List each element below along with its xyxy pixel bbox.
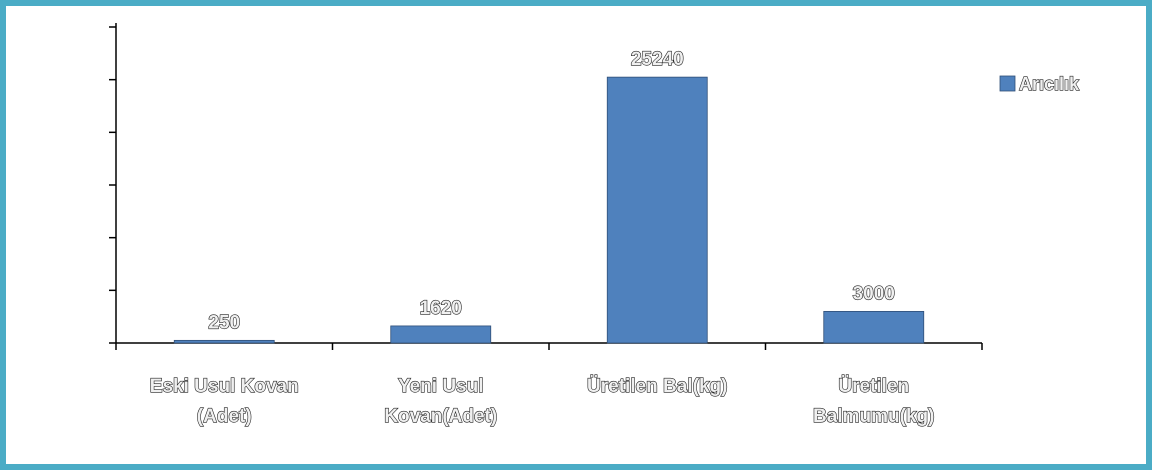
data-label: 1620	[420, 298, 462, 319]
data-label: 25240	[631, 49, 684, 70]
chart-axes	[109, 23, 983, 350]
bar	[390, 325, 492, 344]
x-tick-label: Eski Usul Kovan	[150, 376, 299, 397]
data-label: 3000	[853, 283, 895, 304]
legend-swatch	[999, 75, 1016, 92]
chart-x-tick-labels: Eski Usul Kovan (Adet) Yeni Usul Kovan(Adet…	[149, 375, 935, 427]
chart-legend: Arıcılık	[999, 73, 1081, 95]
chart-data-labels: 250 1620 25240 3000	[208, 49, 896, 334]
bar	[173, 339, 275, 344]
x-tick-label: Balmumu(kg)	[813, 406, 934, 427]
x-tick-label: Kovan(Adet)	[384, 406, 497, 427]
chart-bars	[173, 76, 925, 344]
x-tick-label: (Adet)	[197, 406, 252, 427]
bar	[606, 76, 708, 344]
legend-label: Arıcılık	[1019, 74, 1080, 94]
x-tick-label: Üretilen Bal(kg)	[587, 376, 727, 397]
bar	[823, 310, 925, 344]
data-label: 250	[208, 312, 240, 333]
x-tick-label: Üretilen	[838, 376, 909, 397]
x-tick-label: Yeni Usul	[398, 376, 484, 397]
